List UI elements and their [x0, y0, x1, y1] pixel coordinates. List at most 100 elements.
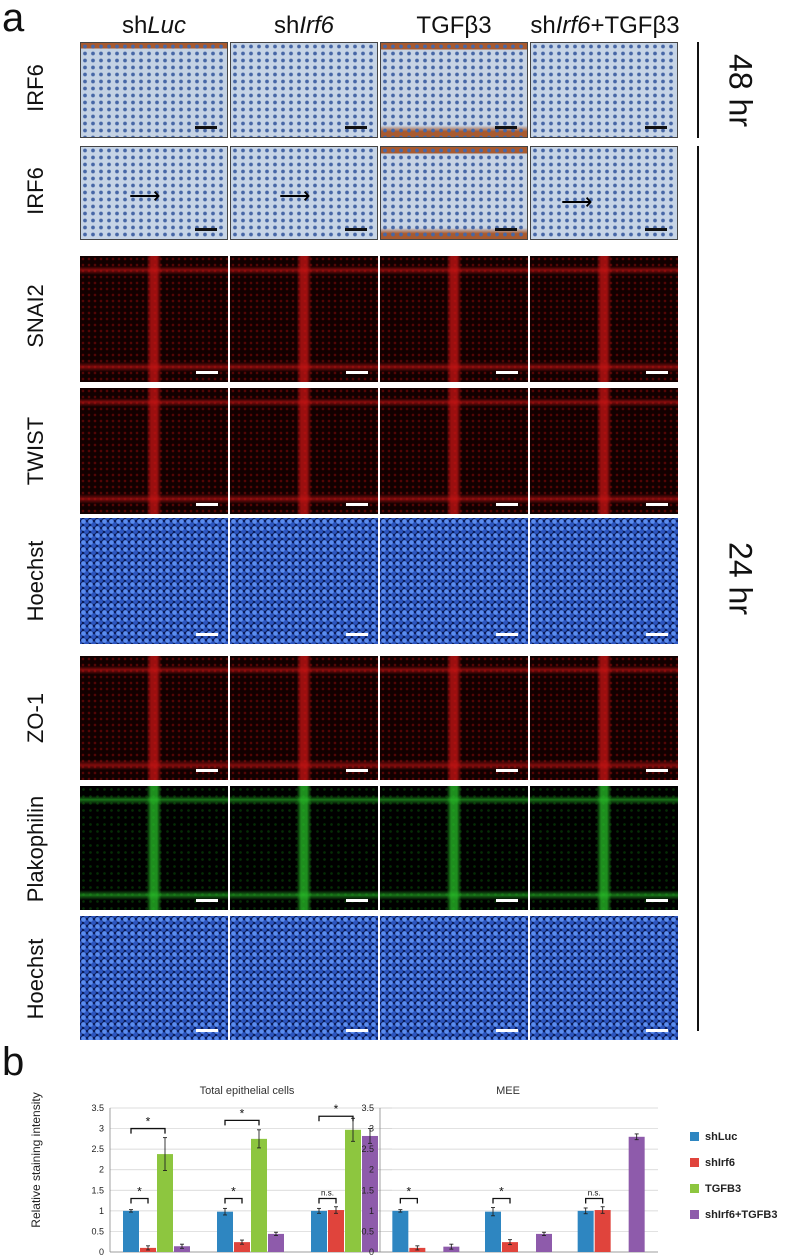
- y-tick-label: 0.5: [361, 1226, 374, 1236]
- micrograph-twist-shirf6-tgfb3: [530, 388, 678, 514]
- scale-bar: [496, 503, 518, 506]
- micrograph-plakophilin-shirf6: [230, 786, 378, 910]
- chart-title-mee: MEE: [496, 1085, 520, 1097]
- bar-shirf6-tgfb3: [268, 1233, 284, 1252]
- scale-bar: [646, 633, 668, 636]
- y-tick-label: 0: [99, 1247, 104, 1256]
- scale-bar: [195, 126, 217, 129]
- y-tick-label: 3.5: [361, 1103, 374, 1113]
- y-tick-label: 1.5: [361, 1185, 374, 1195]
- significance-label: *: [499, 1185, 504, 1199]
- significance-label: *: [334, 1102, 339, 1116]
- micrograph-zo1-shirf6-tgfb3: [530, 656, 678, 780]
- micrograph-snai2-tgfb3: [380, 256, 528, 382]
- row-label-irf6-48: IRF6: [23, 64, 48, 112]
- row-label-snai2: SNAI2: [23, 284, 48, 348]
- scale-bar: [645, 228, 667, 231]
- y-tick-label: 3: [369, 1124, 374, 1134]
- scale-bar: [646, 1029, 668, 1032]
- significance-bracket: [492, 1197, 511, 1204]
- bar-shirf6-tgfb3: [174, 1246, 190, 1252]
- chart-total-epithelial: Total epithelial cells 00.511.522.533.5I…: [91, 1085, 392, 1256]
- significance-label: *: [406, 1185, 411, 1199]
- scale-bar: [346, 899, 368, 902]
- y-tick-label: 1: [99, 1206, 104, 1216]
- micrograph-irf6-24hr-tgfb3: [380, 146, 528, 240]
- legend-label: shIrf6+TGFB3: [705, 1209, 777, 1221]
- row-label-hoechst-2: Hoechst: [23, 938, 48, 1020]
- legend-swatch: [690, 1132, 699, 1141]
- micrograph-hoechst-a-shluc: [80, 518, 228, 644]
- bar-shluc: [123, 1210, 139, 1252]
- micrograph-hoechst-a-tgfb3: [380, 518, 528, 644]
- row-label-plakophilin: Plakophilin: [23, 795, 48, 903]
- y-tick-label: 2: [369, 1165, 374, 1175]
- micrograph-twist-shirf6: [230, 388, 378, 514]
- bar-shluc: [485, 1211, 501, 1252]
- time-label-24hr: 24 hr: [722, 542, 759, 615]
- bar-shirf6: [594, 1210, 611, 1252]
- micrograph-zo1-shirf6: [230, 656, 378, 780]
- chart-title-total: Total epithelial cells: [200, 1085, 295, 1097]
- y-axis-label: Relative staining intensity: [29, 1092, 43, 1227]
- column-header-shirf6: shIrf6: [273, 12, 335, 39]
- significance-bracket: [318, 1115, 354, 1122]
- micrograph-twist-shluc: [80, 388, 228, 514]
- significance-label: *: [146, 1115, 151, 1129]
- significance-label: n.s.: [321, 1189, 334, 1198]
- arrow-icon: ⟶: [129, 183, 161, 208]
- arrow-icon: ⟶: [279, 183, 311, 208]
- scale-bar: [346, 769, 368, 772]
- y-tick-label: 3.5: [91, 1103, 104, 1113]
- bar-shirf6-tgfb3: [536, 1233, 552, 1252]
- significance-bracket: [399, 1197, 418, 1204]
- scale-bar: [496, 899, 518, 902]
- scale-bar: [645, 126, 667, 129]
- bar-shirf6: [234, 1242, 250, 1252]
- micrograph-irf6-48hr-shluc: [80, 42, 228, 138]
- micrograph-hoechst-a-shirf6-tgfb3: [530, 518, 678, 644]
- time-label-48hr: 48 hr: [722, 54, 759, 127]
- chart-mee: MEE 00.511.522.533.5IRF6SNAI2TWIST**n.s.: [361, 1085, 658, 1256]
- scale-bar: [346, 1029, 368, 1032]
- micrograph-irf6-48hr-shirf6-tgfb3: [530, 42, 678, 138]
- y-tick-label: 2: [99, 1165, 104, 1175]
- scale-bar: [346, 633, 368, 636]
- scale-bar: [646, 769, 668, 772]
- scale-bar: [346, 503, 368, 506]
- significance-bracket: [224, 1119, 260, 1126]
- significance-bracket: [224, 1197, 243, 1204]
- scale-bar: [646, 899, 668, 902]
- y-tick-label: 2.5: [91, 1144, 104, 1154]
- micrograph-plakophilin-shirf6-tgfb3: [530, 786, 678, 910]
- legend-label: TGFB3: [705, 1183, 741, 1195]
- scale-bar: [196, 1029, 218, 1032]
- row-label-zo1: ZO-1: [23, 692, 48, 744]
- scale-bar: [496, 633, 518, 636]
- scale-bar: [345, 228, 367, 231]
- column-header-tgfb3: TGFβ3: [416, 12, 492, 39]
- legend-swatch: [690, 1184, 699, 1193]
- micrograph-hoechst-b-shluc: [80, 916, 228, 1040]
- y-axis-label-line1: Relative staining intensity: [29, 1092, 43, 1227]
- micrograph-zo1-shluc: [80, 656, 228, 780]
- micrograph-irf6-24hr-shirf6-tgfb3: ⟶: [530, 146, 678, 240]
- scale-bar: [196, 371, 218, 374]
- micrograph-plakophilin-tgfb3: [380, 786, 528, 910]
- row-label-irf6-24: IRF6: [23, 167, 48, 215]
- micrograph-snai2-shirf6-tgfb3: [530, 256, 678, 382]
- scale-bar: [646, 371, 668, 374]
- y-tick-label: 2.5: [361, 1144, 374, 1154]
- y-tick-label: 0.5: [91, 1226, 104, 1236]
- bar-shirf6-tgfb3: [362, 1135, 378, 1252]
- bar-tgfb3: [157, 1154, 173, 1252]
- micrograph-hoechst-a-shirf6: [230, 518, 378, 644]
- bar-tgfb3: [345, 1129, 361, 1252]
- panel-label-b: b: [2, 1040, 25, 1084]
- bar-shluc: [392, 1210, 409, 1252]
- micrograph-snai2-shirf6: [230, 256, 378, 382]
- arrow-icon: ⟶: [561, 189, 593, 214]
- micrograph-hoechst-b-shirf6-tgfb3: [530, 916, 678, 1040]
- bar-tgfb3: [251, 1138, 267, 1252]
- bar-shluc: [577, 1210, 594, 1252]
